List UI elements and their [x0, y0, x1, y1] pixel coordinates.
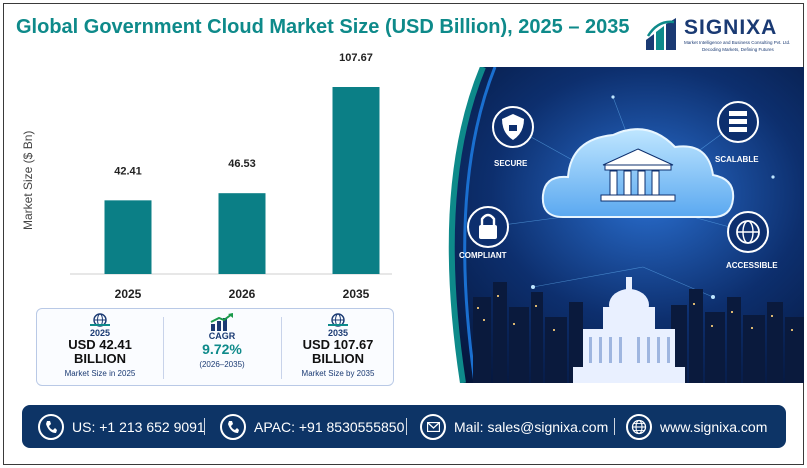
footer-separator — [614, 418, 615, 435]
stats-panel: 2025 USD 42.41 BILLION Market Size in 20… — [36, 308, 394, 386]
stat-end: 2035 USD 107.67 BILLION Market Size by 2… — [285, 309, 391, 387]
bar-2025 — [104, 200, 152, 274]
stat-divider — [163, 317, 164, 379]
stat-start-value: USD 42.41 — [68, 337, 132, 352]
logo-subtitle: Market Intelligence and Business Consult… — [684, 40, 791, 45]
footer-mail[interactable]: Mail: sales@signixa.com — [420, 405, 608, 448]
stat-end-caption: Market Size by 2035 — [301, 369, 375, 378]
scalable-label: SCALABLE — [715, 155, 759, 164]
stat-end-unit: BILLION — [312, 351, 364, 366]
footer-separator — [204, 418, 205, 435]
stat-start-caption: Market Size in 2025 — [64, 369, 136, 378]
signixa-logo: SIGNIXA Market Intelligence and Business… — [644, 14, 794, 64]
stat-start-year: 2025 — [89, 328, 111, 338]
chart-title: Global Government Cloud Market Size (USD… — [16, 16, 630, 38]
bar-2035 — [332, 87, 380, 274]
value-label-2035: 107.67 — [339, 52, 373, 64]
globe-icon — [328, 313, 348, 327]
logo-tagline: Decoding Markets, Defining Futures — [702, 47, 774, 52]
compliant-label: COMPLIANT — [459, 251, 507, 260]
stat-end-value: USD 107.67 — [302, 337, 374, 352]
stat-cagr-value: 9.72% — [202, 341, 242, 357]
footer-website[interactable]: www.signixa.com — [626, 405, 767, 448]
footer-us-text: US: +1 213 652 9091 — [72, 418, 205, 435]
globe-icon — [626, 413, 652, 440]
hero-image: SECURE SCALABLE COMPLIANT ACCESSIBLE — [413, 67, 804, 383]
accessible-label: ACCESSIBLE — [726, 261, 778, 270]
value-label-2025: 42.41 — [114, 165, 142, 177]
signixa-logo-icon — [646, 18, 676, 50]
stat-start-unit: BILLION — [74, 351, 126, 366]
growth-chart-icon — [210, 313, 233, 331]
mail-icon — [420, 413, 446, 440]
x-tick-label-2035: 2035 — [343, 287, 370, 301]
stat-start: 2025 USD 42.41 BILLION Market Size in 20… — [41, 309, 159, 387]
globe-icon — [90, 313, 110, 327]
stat-end-year: 2035 — [327, 328, 349, 338]
x-tick-label-2025: 2025 — [115, 287, 142, 301]
bar-chart: 42.41 2025 46.53 2026 107.67 2035 — [70, 52, 392, 301]
government-cloud-illustration: SECURE SCALABLE COMPLIANT ACCESSIBLE — [413, 67, 804, 383]
secure-label: SECURE — [494, 159, 528, 168]
stat-cagr-period: (2026–2035) — [199, 360, 245, 369]
footer-website-text: www.signixa.com — [660, 418, 768, 435]
footer-us-phone[interactable]: US: +1 213 652 9091 — [38, 405, 205, 448]
footer-apac-phone[interactable]: APAC: +91 8530555850 — [220, 405, 404, 448]
phone-icon — [38, 413, 64, 440]
stat-cagr: CAGR 9.72% (2026–2035) — [167, 309, 277, 387]
stat-cagr-label: CAGR — [208, 331, 236, 341]
phone-icon — [220, 413, 246, 440]
bar-2026 — [218, 193, 266, 274]
value-label-2026: 46.53 — [228, 158, 256, 170]
footer-separator — [406, 418, 407, 435]
y-axis-label: Market Size ($ Bn) — [21, 130, 35, 230]
footer-mail-text: Mail: sales@signixa.com — [454, 418, 609, 435]
footer-apac-text: APAC: +91 8530555850 — [254, 418, 405, 435]
contact-footer: US: +1 213 652 9091 APAC: +91 8530555850… — [22, 405, 786, 448]
stat-divider — [281, 317, 282, 379]
logo-name: SIGNIXA — [684, 16, 778, 39]
x-tick-label-2026: 2026 — [229, 287, 256, 301]
